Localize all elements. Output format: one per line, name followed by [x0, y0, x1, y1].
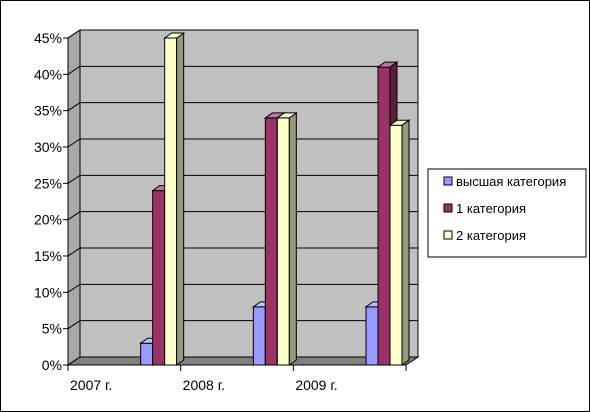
bar-top	[275, 112, 298, 119]
legend-label: высшая категория	[456, 174, 566, 189]
y-tick-label: 15%	[34, 248, 62, 264]
legend-swatch	[443, 176, 453, 186]
y-tick-label: 10%	[34, 284, 62, 300]
gridline	[67, 211, 418, 221]
bar	[388, 119, 411, 366]
bar-front	[140, 342, 154, 366]
legend-swatch	[443, 230, 453, 240]
y-tick-label: 40%	[34, 66, 62, 82]
bar-front	[152, 190, 166, 366]
y-tick-label: 20%	[34, 212, 62, 228]
x-tick-label: 2009 г.	[295, 377, 337, 393]
y-tick-label: 5%	[42, 321, 62, 337]
y-tick-label: 0%	[42, 357, 62, 373]
back-wall	[79, 29, 419, 358]
legend-box	[427, 168, 587, 258]
x-axis-ticks: 2007 г. 2008 г. 2009 г.	[67, 365, 407, 393]
x-tick-label: 2007 г.	[70, 377, 112, 393]
axes	[67, 38, 406, 366]
y-tick-label: 30%	[34, 139, 62, 155]
legend-label: 2 категория	[456, 228, 526, 243]
bar-front	[252, 306, 266, 366]
bar-top	[163, 32, 186, 39]
bar-top	[388, 119, 411, 126]
bar-front	[377, 66, 391, 366]
bar-front	[389, 124, 403, 366]
bar	[275, 111, 298, 366]
legend-label: 1 категория	[456, 201, 526, 216]
y-tick-label: 35%	[34, 103, 62, 119]
x-tick-label: 2008 г.	[183, 377, 225, 393]
gridline	[67, 138, 418, 148]
bar	[163, 32, 186, 366]
bar-front	[264, 117, 278, 366]
gridline	[67, 247, 418, 257]
side-wall	[67, 29, 81, 366]
bar-top	[376, 61, 399, 68]
y-tick-label: 45%	[34, 30, 62, 46]
gridline	[67, 174, 418, 184]
bar-front	[365, 306, 379, 366]
bar-side	[288, 111, 297, 366]
gridline	[67, 102, 418, 112]
gridline	[67, 29, 418, 39]
legend-swatch	[443, 203, 453, 213]
bar-side	[176, 32, 185, 366]
gridline	[67, 320, 418, 330]
gridline	[67, 283, 418, 293]
y-axis-ticks: 0% 5% 10% 15% 20% 25% 30% 35% 40% 45%	[34, 30, 68, 373]
gridline	[67, 65, 418, 75]
bar-front	[164, 37, 178, 366]
bars	[139, 32, 411, 366]
legend: высшая категория 1 категория 2 категория	[427, 168, 587, 258]
gridlines	[67, 29, 418, 330]
bar-side	[401, 119, 410, 366]
y-tick-label: 25%	[34, 175, 62, 191]
bar-front	[276, 117, 290, 366]
